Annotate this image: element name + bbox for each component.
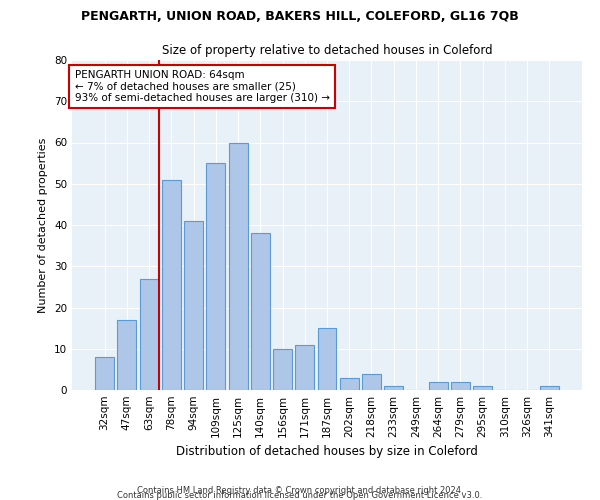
Bar [340,378,359,390]
Text: PENGARTH UNION ROAD: 64sqm
← 7% of detached houses are smaller (25)
93% of semi-: PENGARTH UNION ROAD: 64sqm ← 7% of detac… [74,70,329,103]
Bar [140,278,158,390]
Bar [162,180,181,390]
Bar [540,386,559,390]
Bar [362,374,381,390]
Bar [184,221,203,390]
Bar [473,386,492,390]
Text: Contains HM Land Registry data © Crown copyright and database right 2024.: Contains HM Land Registry data © Crown c… [137,486,463,495]
Bar [251,233,270,390]
Text: PENGARTH, UNION ROAD, BAKERS HILL, COLEFORD, GL16 7QB: PENGARTH, UNION ROAD, BAKERS HILL, COLEF… [81,10,519,23]
Bar [273,349,292,390]
Y-axis label: Number of detached properties: Number of detached properties [38,138,49,312]
Title: Size of property relative to detached houses in Coleford: Size of property relative to detached ho… [161,44,493,58]
X-axis label: Distribution of detached houses by size in Coleford: Distribution of detached houses by size … [176,446,478,458]
Bar [317,328,337,390]
Bar [384,386,403,390]
Bar [295,344,314,390]
Bar [95,357,114,390]
Bar [229,142,248,390]
Bar [429,382,448,390]
Bar [206,163,225,390]
Text: Contains public sector information licensed under the Open Government Licence v3: Contains public sector information licen… [118,491,482,500]
Bar [451,382,470,390]
Bar [118,320,136,390]
